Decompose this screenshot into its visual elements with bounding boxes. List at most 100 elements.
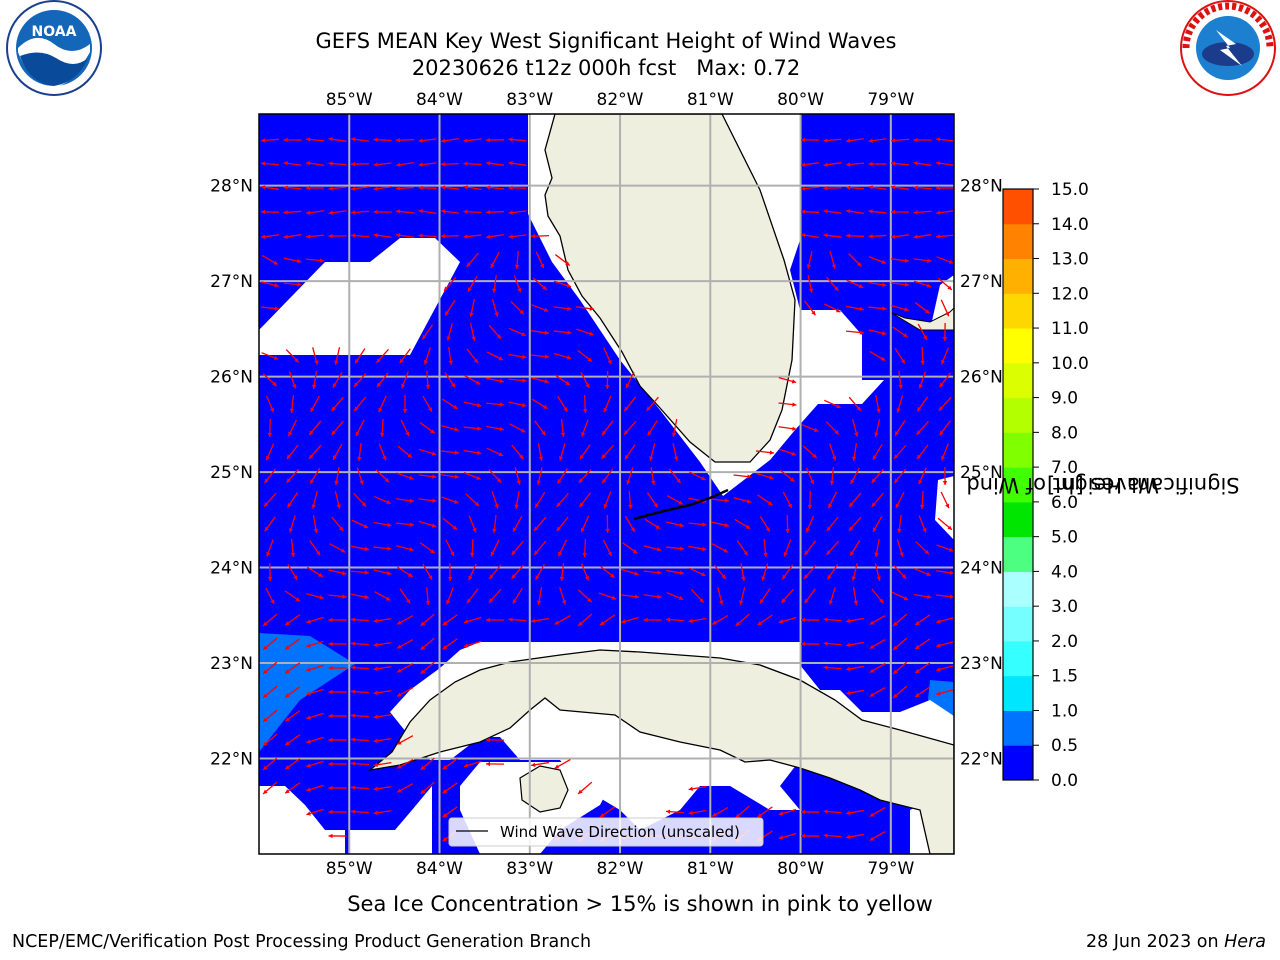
colorbar-tick-label: 0.0 — [1051, 771, 1078, 791]
wave-vector-head — [432, 474, 437, 479]
wave-vector-head — [895, 503, 900, 509]
wave-vector-head — [265, 455, 271, 461]
wave-vector-head — [463, 161, 468, 166]
wave-vector-head — [723, 548, 728, 553]
wave-vector-head — [936, 667, 941, 672]
wave-vector-head — [475, 380, 481, 385]
wave-vector-head — [767, 501, 773, 506]
wave-vector-head — [846, 138, 851, 143]
wave-vector-head — [405, 431, 410, 437]
wave-vector-head — [625, 383, 630, 389]
wave-vector-head — [936, 210, 941, 215]
wave-vector-head — [823, 162, 828, 167]
wave-vector-head — [849, 502, 854, 507]
wave-vector-head — [632, 549, 638, 554]
wave-vector-head — [446, 599, 451, 605]
wave-vector-head — [452, 525, 457, 530]
wave-vector-head — [936, 161, 941, 166]
wave-vector-head — [441, 138, 446, 143]
colorbar-tick-label: 13.0 — [1051, 250, 1089, 270]
wave-vector-head — [801, 641, 806, 647]
wave-vector-head — [881, 259, 886, 264]
wave-vector-head — [331, 406, 336, 411]
map-frame — [258, 113, 955, 855]
wave-vector-head — [274, 306, 279, 311]
cuba-land — [367, 649, 954, 854]
sea-ice-note: Sea Ice Concentration > 15% is shown in … — [347, 892, 933, 916]
wave-vector-head — [655, 524, 661, 529]
wave-vector-head — [471, 336, 476, 341]
wave-vector-head — [896, 408, 901, 413]
wave-vector-head — [351, 186, 356, 191]
lat-tick-left: 25°N — [210, 463, 253, 483]
wave-vector-head — [450, 551, 455, 557]
wave-vector-head — [469, 312, 474, 317]
wave-vector-head — [264, 478, 269, 484]
wave-vector-head — [425, 384, 431, 389]
wave-vector-head — [823, 138, 828, 143]
wave-vector-head — [328, 737, 333, 743]
wave-vector-head — [679, 522, 684, 528]
colorbar-tick-label: 1.5 — [1051, 667, 1078, 687]
wave-vector-head — [328, 833, 333, 839]
wave-vector-head — [702, 522, 707, 527]
wave-vector-head — [476, 475, 481, 480]
chart-subtitle: 20230626 t12z 000h fcst Max: 0.72 — [0, 55, 1212, 82]
wave-vector-head — [397, 764, 402, 769]
wave-vector-head — [420, 789, 426, 794]
wave-vector-head — [915, 669, 920, 674]
wave-vector-head — [856, 406, 861, 411]
wave-vector-head — [442, 621, 448, 626]
wave-vector-head — [285, 717, 290, 722]
wave-vector-head — [678, 500, 683, 505]
wave-vector-head — [328, 137, 333, 142]
wave-vector-head — [915, 645, 920, 650]
wave-vector-head — [328, 186, 333, 191]
wave-vector-head — [316, 550, 321, 556]
wave-vector-head — [355, 431, 360, 437]
wave-vector-head — [835, 308, 841, 313]
no-data-region — [259, 786, 345, 854]
wave-vector-head — [741, 576, 746, 581]
wave-vector-head — [534, 526, 539, 531]
wave-vector-head — [263, 717, 268, 722]
wave-vector-head — [447, 576, 453, 581]
wave-vector-head — [430, 549, 435, 554]
wave-vector-head — [420, 645, 426, 650]
wave-vector-head — [306, 691, 311, 696]
wave-vector-head — [306, 643, 311, 648]
wave-vector-head — [294, 358, 299, 363]
wave-vector-head — [918, 383, 923, 389]
wave-vector-head — [823, 809, 828, 814]
wave-vector-head — [949, 594, 954, 599]
wave-vector-head — [600, 813, 605, 818]
no-data-region — [935, 476, 954, 540]
wave-vector-head — [936, 619, 941, 624]
wave-vector-head — [313, 528, 319, 533]
wave-vector-head — [945, 311, 950, 317]
wave-vector-head — [949, 570, 954, 575]
wave-vector-head — [306, 161, 311, 166]
wave-vector-head — [872, 455, 877, 460]
wave-vector-head — [420, 669, 426, 674]
lat-tick-right: 28°N — [960, 177, 1003, 197]
wave-vector-head — [846, 810, 851, 816]
lat-tick-left: 24°N — [210, 559, 253, 579]
colorbar-tick-label: 11.0 — [1051, 319, 1089, 339]
lon-tick-top: 84°W — [416, 90, 463, 110]
wave-vector-head — [409, 522, 414, 527]
wave-vector-head — [578, 789, 583, 794]
wave-vector-head — [351, 737, 356, 742]
wave-vector-head — [306, 234, 311, 239]
wave-vector-head — [336, 504, 341, 509]
wave-vector-head — [261, 185, 266, 190]
wave-vector-head — [354, 382, 359, 387]
wave-vector-head — [666, 809, 671, 814]
wave-vector-head — [871, 478, 876, 483]
wave-vector-head — [739, 600, 744, 605]
wave-vector-head — [508, 137, 513, 142]
footer-host: Hera — [1224, 932, 1266, 952]
wave-vector-head — [519, 309, 524, 315]
colorbar-tick-label: 3.0 — [1051, 597, 1078, 617]
